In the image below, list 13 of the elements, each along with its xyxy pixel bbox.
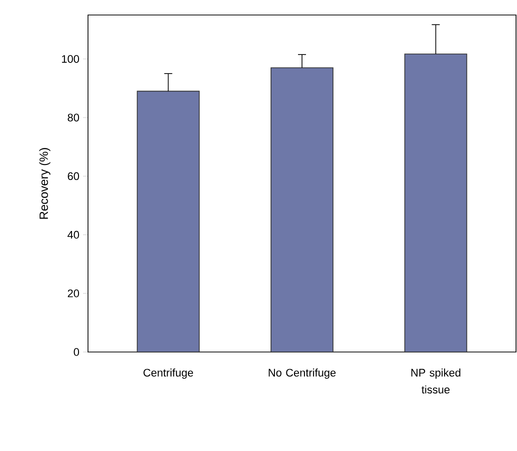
y-tick-label: 100: [62, 55, 80, 63]
y-tick-label: 40: [68, 230, 80, 239]
x-tick-label: No Centrifuge: [268, 368, 336, 379]
y-tick-label: 60: [68, 172, 80, 180]
x-tick-label: NP spiked tissue: [411, 368, 460, 394]
bar: [136, 90, 200, 352]
y-axis-title: Recovery (%): [39, 148, 50, 219]
x-tick-label: Centrifuge: [144, 368, 194, 379]
bar: [270, 67, 334, 352]
bar: [404, 54, 468, 352]
y-tick-label: 0: [74, 348, 80, 356]
y-tick-label: 80: [68, 114, 80, 122]
y-tick-label: 20: [68, 290, 80, 298]
